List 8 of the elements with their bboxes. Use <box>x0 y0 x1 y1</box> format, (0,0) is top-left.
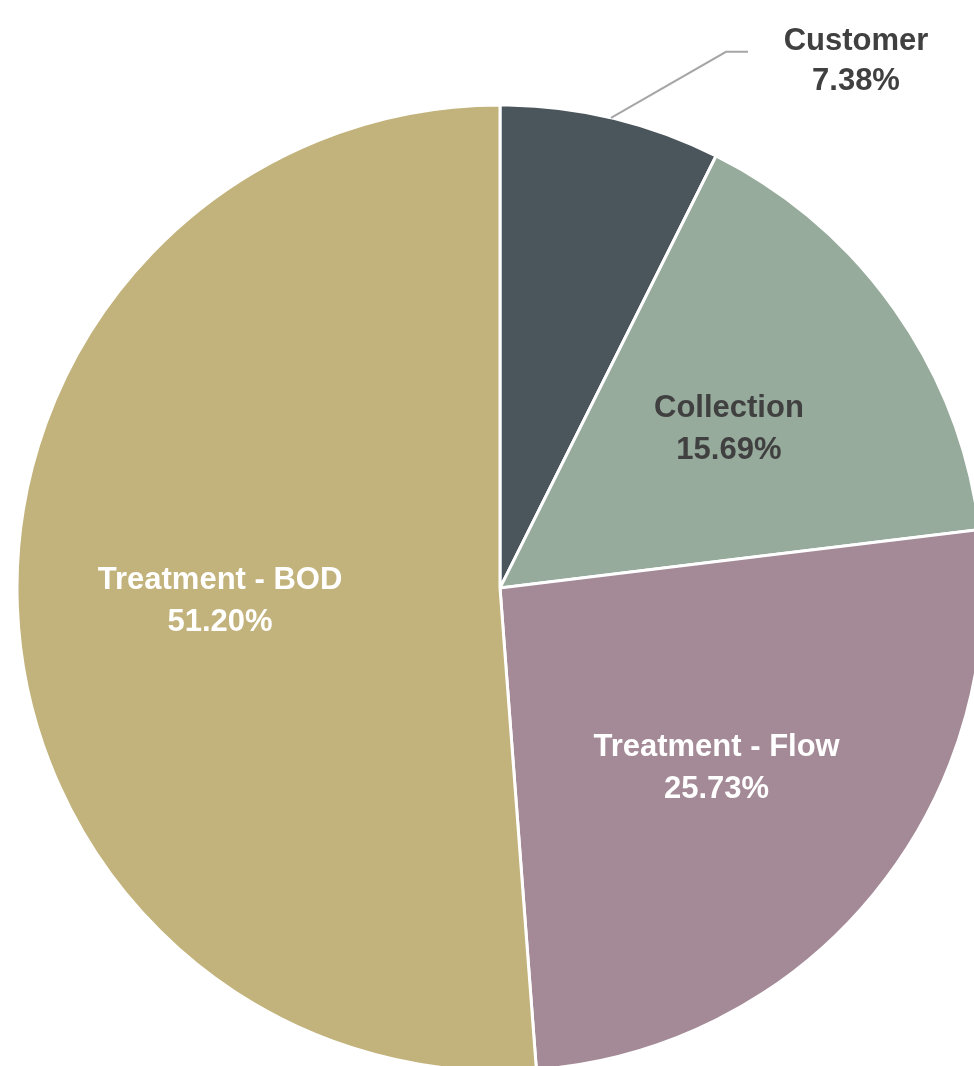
data-label: 51.20% <box>167 602 273 638</box>
slice-label: Treatment - BOD <box>97 560 343 596</box>
slice-label: Customer <box>783 21 929 57</box>
data-label: 25.73% <box>664 769 770 805</box>
data-label: 15.69% <box>676 430 782 466</box>
slice-label: Collection <box>654 388 804 424</box>
slice-label: Treatment - Flow <box>593 727 841 763</box>
data-label: 7.38% <box>812 61 900 97</box>
